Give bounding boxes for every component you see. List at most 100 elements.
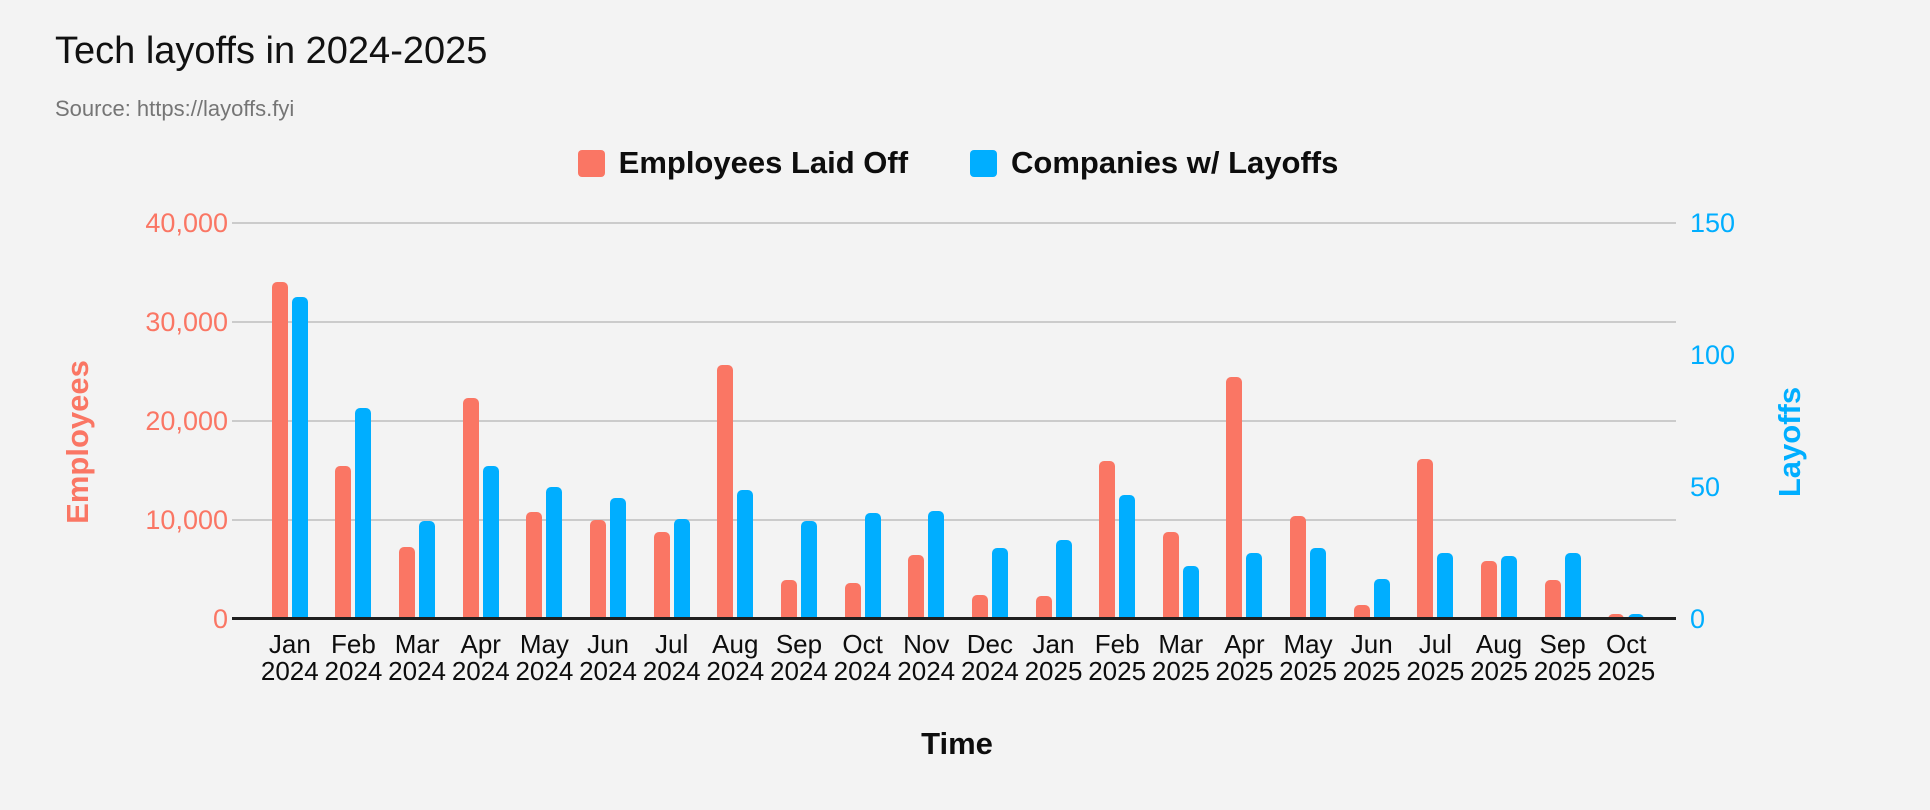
x-tick-feb-2025: Feb 2025 bbox=[1088, 629, 1147, 686]
x-tick-sep-2024: Sep 2024 bbox=[770, 629, 828, 686]
chart-legend: Employees Laid Off Companies w/ Layoffs bbox=[240, 143, 1676, 183]
employees-bar-mar-2025 bbox=[1162, 531, 1179, 619]
gridline bbox=[232, 321, 1676, 323]
x-tick-apr-2025: Apr 2025 bbox=[1215, 629, 1274, 686]
x-tick-dec-2024: Dec 2024 bbox=[960, 629, 1019, 686]
companies-bar-jun-2025 bbox=[1373, 579, 1390, 619]
x-tick-jan-2025: Jan 2025 bbox=[1024, 629, 1083, 686]
companies-bar-oct-2024 bbox=[864, 513, 881, 619]
companies-bar-sep-2025 bbox=[1564, 553, 1581, 619]
employees-bar-aug-2025 bbox=[1480, 560, 1497, 619]
right-tick-label: 150 bbox=[1690, 208, 1736, 238]
employees-bar-aug-2024 bbox=[717, 364, 734, 619]
x-axis-baseline bbox=[232, 617, 1676, 620]
gridline bbox=[232, 420, 1676, 422]
x-tick-jul-2024: Jul 2024 bbox=[642, 629, 701, 686]
bar-group-jan-2025 bbox=[1022, 223, 1086, 619]
employees-legend-swatch bbox=[577, 149, 605, 177]
x-tick-oct-2025: Oct 2025 bbox=[1597, 629, 1656, 686]
bar-group-oct-2025 bbox=[1594, 223, 1658, 619]
x-tick-jun-2024: Jun 2024 bbox=[579, 629, 637, 686]
bar-group-jun-2024 bbox=[576, 223, 640, 619]
employees-bar-apr-2024 bbox=[462, 398, 479, 619]
bar-groups bbox=[258, 223, 1658, 619]
gridline bbox=[232, 519, 1676, 521]
x-tick-apr-2024: Apr 2024 bbox=[451, 629, 510, 686]
bar-group-aug-2024 bbox=[703, 223, 767, 619]
bar-group-sep-2024 bbox=[767, 223, 831, 619]
right-axis-title: Layoffs bbox=[1772, 386, 1807, 498]
companies-bar-jan-2025 bbox=[1055, 539, 1072, 619]
legend-item-employees[interactable]: Employees Laid Off bbox=[577, 145, 908, 181]
employees-bar-jul-2025 bbox=[1417, 458, 1434, 619]
x-tick-aug-2024: Aug 2024 bbox=[706, 629, 765, 686]
x-tick-sep-2025: Sep 2025 bbox=[1533, 629, 1592, 686]
legend-item-companies[interactable]: Companies w/ Layoffs bbox=[970, 145, 1338, 181]
right-tick-label: 50 bbox=[1690, 472, 1721, 502]
companies-legend-label: Companies w/ Layoffs bbox=[1011, 145, 1339, 180]
bar-group-may-2024 bbox=[513, 223, 577, 619]
x-tick-feb-2024: Feb 2024 bbox=[324, 629, 383, 686]
companies-bar-nov-2024 bbox=[928, 510, 945, 619]
bar-group-apr-2024 bbox=[449, 223, 513, 619]
companies-bar-mar-2024 bbox=[419, 521, 436, 619]
x-tick-mar-2025: Mar 2025 bbox=[1151, 629, 1210, 686]
bar-group-dec-2024 bbox=[958, 223, 1022, 619]
x-tick-oct-2024: Oct 2024 bbox=[833, 629, 892, 686]
employees-bar-apr-2025 bbox=[1226, 377, 1243, 619]
x-tick-aug-2025: Aug 2025 bbox=[1470, 629, 1528, 686]
employees-bar-may-2024 bbox=[526, 512, 543, 619]
bar-group-jul-2024 bbox=[640, 223, 704, 619]
companies-bar-apr-2024 bbox=[482, 465, 499, 619]
bar-group-mar-2024 bbox=[385, 223, 449, 619]
x-tick-mar-2024: Mar 2024 bbox=[388, 629, 447, 686]
chart-title: Tech layoffs in 2024-2025 bbox=[55, 30, 488, 72]
employees-bar-oct-2024 bbox=[844, 583, 861, 619]
companies-bar-may-2024 bbox=[546, 487, 563, 619]
bar-group-jan-2024 bbox=[258, 223, 322, 619]
x-axis-labels: Jan 2024 Feb 2024 Mar 2024 Apr 2024 May 2024 Jun 20… bbox=[258, 631, 1658, 685]
employees-bar-sep-2025 bbox=[1544, 580, 1561, 619]
employees-bar-oct-2025 bbox=[1608, 614, 1625, 619]
gridline bbox=[232, 222, 1676, 224]
companies-bar-jun-2024 bbox=[610, 497, 627, 619]
bar-group-aug-2025 bbox=[1467, 223, 1531, 619]
x-axis-title: Time bbox=[921, 726, 993, 761]
employees-bar-jul-2024 bbox=[653, 531, 670, 619]
companies-bar-may-2025 bbox=[1310, 547, 1327, 619]
x-tick-jun-2025: Jun 2025 bbox=[1342, 629, 1401, 686]
companies-bar-jul-2025 bbox=[1437, 553, 1454, 619]
bar-group-jun-2025 bbox=[1340, 223, 1404, 619]
bar-group-nov-2024 bbox=[894, 223, 958, 619]
left-tick-label: 0 bbox=[212, 604, 228, 634]
companies-bar-feb-2025 bbox=[1119, 494, 1136, 619]
companies-bar-aug-2025 bbox=[1500, 555, 1517, 619]
companies-bar-mar-2025 bbox=[1182, 566, 1199, 619]
plot-area bbox=[232, 222, 1676, 620]
companies-bar-apr-2025 bbox=[1246, 553, 1263, 619]
employees-bar-mar-2024 bbox=[399, 546, 416, 619]
bar-group-may-2025 bbox=[1276, 223, 1340, 619]
employees-bar-feb-2024 bbox=[335, 465, 352, 619]
companies-bar-dec-2024 bbox=[991, 547, 1008, 619]
right-tick-label: 0 bbox=[1690, 604, 1706, 634]
companies-bar-feb-2024 bbox=[355, 407, 372, 619]
companies-bar-aug-2024 bbox=[737, 489, 754, 619]
x-tick-may-2024: May 2024 bbox=[515, 629, 574, 686]
employees-bar-jan-2024 bbox=[271, 282, 288, 619]
bar-group-jul-2025 bbox=[1404, 223, 1468, 619]
right-tick-label: 100 bbox=[1690, 340, 1736, 370]
left-axis-title: Employees bbox=[60, 360, 95, 524]
bar-group-mar-2025 bbox=[1149, 223, 1213, 619]
bar-group-feb-2025 bbox=[1085, 223, 1149, 619]
left-tick-label: 20,000 bbox=[145, 406, 228, 436]
left-tick-label: 40,000 bbox=[145, 208, 228, 238]
left-tick-label: 10,000 bbox=[145, 505, 228, 535]
x-tick-jul-2025: Jul 2025 bbox=[1406, 629, 1465, 686]
companies-bar-jan-2024 bbox=[291, 296, 308, 619]
employees-bar-may-2025 bbox=[1290, 516, 1307, 619]
companies-legend-swatch bbox=[970, 149, 998, 177]
bar-group-sep-2025 bbox=[1531, 223, 1595, 619]
employees-bar-jan-2025 bbox=[1035, 596, 1052, 619]
